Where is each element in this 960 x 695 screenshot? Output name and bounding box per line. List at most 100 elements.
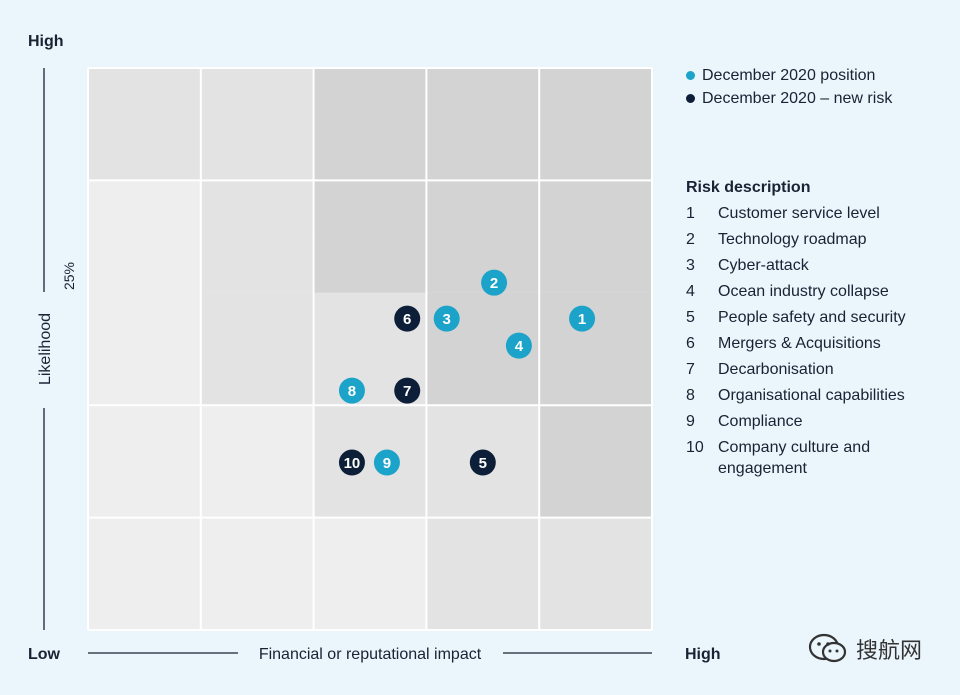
risk-item-label: Customer service level <box>718 205 880 222</box>
y-axis-high-label: High <box>28 33 64 50</box>
risk-point-label: 2 <box>490 275 498 292</box>
risk-item-label: Mergers & Acquisitions <box>718 335 881 352</box>
axes: High Low High Financial or reputational imp… <box>28 33 721 663</box>
matrix-cell-r4-c3 <box>426 517 540 630</box>
matrix-cell-r1-c1 <box>200 180 314 293</box>
risk-description-panel: Risk description 1 Customer service level… <box>686 176 946 484</box>
legend-dot-new-risk-icon <box>686 94 695 103</box>
risk-point-9: 9 <box>373 449 400 476</box>
risk-point-marker <box>394 305 421 332</box>
risk-item-3: 3 Cyber-attack <box>686 255 946 276</box>
y-axis-25-percent-label: 25% <box>61 262 77 290</box>
x-axis-low-label: Low <box>28 646 61 663</box>
watermark-text: 搜航网 <box>856 638 923 663</box>
matrix-cell-r0-c0 <box>88 68 201 181</box>
wechat-icon <box>808 633 847 663</box>
risk-point-3: 3 <box>433 305 460 332</box>
y-axis-label: Likelihood <box>37 313 54 385</box>
matrix-cell-r1-c4 <box>539 180 652 293</box>
risk-point-marker <box>569 305 596 332</box>
legend: December 2020 position December 2020 – n… <box>686 64 892 110</box>
risk-point-label: 9 <box>383 455 391 472</box>
risk-point-1: 1 <box>569 305 596 332</box>
risk-item-number: 7 <box>686 361 695 378</box>
risk-point-8: 8 <box>338 377 365 404</box>
matrix-cell-r4-c4 <box>539 517 652 630</box>
legend-label-position: December 2020 position <box>702 66 876 84</box>
risk-item-label: Organisational capabilities <box>718 387 905 404</box>
risk-point-marker <box>505 332 532 359</box>
matrix-cell-r0-c2 <box>313 68 427 181</box>
matrix-cell-split <box>313 180 427 237</box>
risk-item-4: 4 Ocean industry collapse <box>686 281 946 302</box>
risk-point-label: 5 <box>479 455 487 472</box>
risk-point-marker <box>394 377 421 404</box>
risk-item-7: 7 Decarbonisation <box>686 359 946 380</box>
risk-item-number: 6 <box>686 335 695 352</box>
risk-point-marker <box>338 449 365 476</box>
risk-description-title: Risk description <box>686 179 811 196</box>
risk-item-label: People safety and security <box>718 309 906 326</box>
matrix-cell-r4-c0 <box>88 517 201 630</box>
matrix-cell-r2-c4 <box>539 292 652 406</box>
risk-item-number: 9 <box>686 413 695 430</box>
data-points: 1 2 3 4 8 9 6 7 10 5 <box>338 269 596 476</box>
risk-point-label: 10 <box>344 455 361 472</box>
risk-point-marker <box>338 377 365 404</box>
matrix-cell-r2-c0 <box>88 292 201 406</box>
legend-item-new-risk: December 2020 – new risk <box>686 87 892 110</box>
legend-dot-position-icon <box>686 71 695 80</box>
legend-label-new-risk: December 2020 – new risk <box>702 89 893 107</box>
risk-description-list: 1 Customer service level 2 Technology roadm… <box>686 203 946 479</box>
risk-item-number: 4 <box>686 283 695 300</box>
risk-point-10: 10 <box>338 449 365 476</box>
risk-point-5: 5 <box>469 449 496 476</box>
watermark: 搜航网 <box>808 632 922 666</box>
risk-point-label: 6 <box>403 311 411 328</box>
risk-point-label: 1 <box>578 311 586 328</box>
x-axis-label: Financial or reputational impact <box>259 646 482 663</box>
risk-item-number: 1 <box>686 205 695 222</box>
risk-item-label: Compliance <box>718 413 803 430</box>
risk-item-label: Decarbonisation <box>718 361 834 378</box>
matrix-cell-r3-c1 <box>200 405 314 518</box>
risk-item-number: 3 <box>686 257 695 274</box>
risk-item-6: 6 Mergers & Acquisitions <box>686 333 946 354</box>
risk-item-number: 2 <box>686 231 695 248</box>
risk-item-8: 8 Organisational capabilities <box>686 385 946 406</box>
risk-item-1: 1 Customer service level <box>686 203 946 224</box>
risk-point-7: 7 <box>394 377 421 404</box>
risk-point-label: 8 <box>348 383 356 400</box>
matrix-cell-r1-c3 <box>426 180 540 293</box>
risk-point-6: 6 <box>394 305 421 332</box>
risk-item-label: Cyber-attack <box>718 257 809 274</box>
risk-point-label: 3 <box>443 311 451 328</box>
matrix-cell-r4-c1 <box>200 517 314 630</box>
matrix-cell-r3-c2 <box>313 405 427 518</box>
matrix-cell-r0-c4 <box>539 68 652 181</box>
risk-point-marker <box>433 305 460 332</box>
matrix-cell-r2-c1 <box>200 292 314 406</box>
risk-item-label: Company culture and engagement <box>718 439 871 477</box>
matrix-cell-r1-c0 <box>88 180 201 293</box>
matrix-cell-r0-c1 <box>200 68 314 181</box>
risk-point-marker <box>373 449 400 476</box>
matrix-cell-r3-c0 <box>88 405 201 518</box>
risk-item-number: 8 <box>686 387 695 404</box>
risk-point-4: 4 <box>505 332 532 359</box>
risk-point-marker <box>481 269 508 296</box>
risk-item-10: 10 Company culture and engagement <box>686 437 946 479</box>
risk-item-9: 9 Compliance <box>686 411 946 432</box>
legend-item-position: December 2020 position <box>686 64 892 87</box>
matrix-cell-r0-c3 <box>426 68 540 181</box>
matrix-cell-r4-c2 <box>313 517 427 630</box>
risk-item-5: 5 People safety and security <box>686 307 946 328</box>
risk-item-label: Technology roadmap <box>718 231 867 248</box>
risk-point-label: 7 <box>403 383 411 400</box>
risk-item-label: Ocean industry collapse <box>718 283 889 300</box>
x-axis-high-label: High <box>685 646 721 663</box>
risk-point-label: 4 <box>515 338 524 355</box>
risk-item-2: 2 Technology roadmap <box>686 229 946 250</box>
risk-item-number: 5 <box>686 309 695 326</box>
